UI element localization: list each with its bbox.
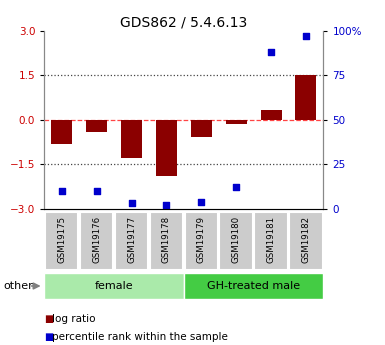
Point <box>94 188 100 194</box>
Bar <box>44 273 184 299</box>
Text: female: female <box>95 281 133 291</box>
Text: ■: ■ <box>44 314 54 324</box>
Text: GSM19182: GSM19182 <box>301 216 310 263</box>
Text: GSM19180: GSM19180 <box>232 216 241 263</box>
Bar <box>121 120 142 158</box>
Text: GSM19175: GSM19175 <box>57 216 66 263</box>
Point <box>163 203 169 208</box>
Bar <box>86 120 107 132</box>
Bar <box>296 76 316 120</box>
Text: ■: ■ <box>44 333 54 342</box>
Bar <box>219 211 253 270</box>
Text: GH-treated male: GH-treated male <box>207 281 300 291</box>
Bar <box>184 211 218 270</box>
Bar <box>156 120 177 176</box>
Bar <box>226 120 247 124</box>
Point <box>59 188 65 194</box>
Text: percentile rank within the sample: percentile rank within the sample <box>52 333 228 342</box>
Text: GSM19176: GSM19176 <box>92 216 101 263</box>
Bar <box>191 120 212 137</box>
Bar <box>289 211 323 270</box>
Point <box>233 185 239 190</box>
Text: GSM19179: GSM19179 <box>197 216 206 263</box>
Text: GSM19178: GSM19178 <box>162 216 171 263</box>
Point <box>129 201 135 206</box>
Bar <box>254 211 288 270</box>
Point <box>303 33 309 39</box>
Bar <box>51 120 72 144</box>
Point <box>268 50 274 55</box>
Bar <box>184 273 323 299</box>
Bar <box>115 211 148 270</box>
Text: GSM19181: GSM19181 <box>266 216 276 263</box>
Bar <box>45 211 79 270</box>
Text: other: other <box>4 281 33 291</box>
Bar <box>261 109 281 120</box>
Bar <box>150 211 183 270</box>
Text: log ratio: log ratio <box>52 314 95 324</box>
Title: GDS862 / 5.4.6.13: GDS862 / 5.4.6.13 <box>120 16 248 30</box>
Point <box>198 199 204 204</box>
Bar <box>80 211 113 270</box>
Text: GSM19177: GSM19177 <box>127 216 136 263</box>
